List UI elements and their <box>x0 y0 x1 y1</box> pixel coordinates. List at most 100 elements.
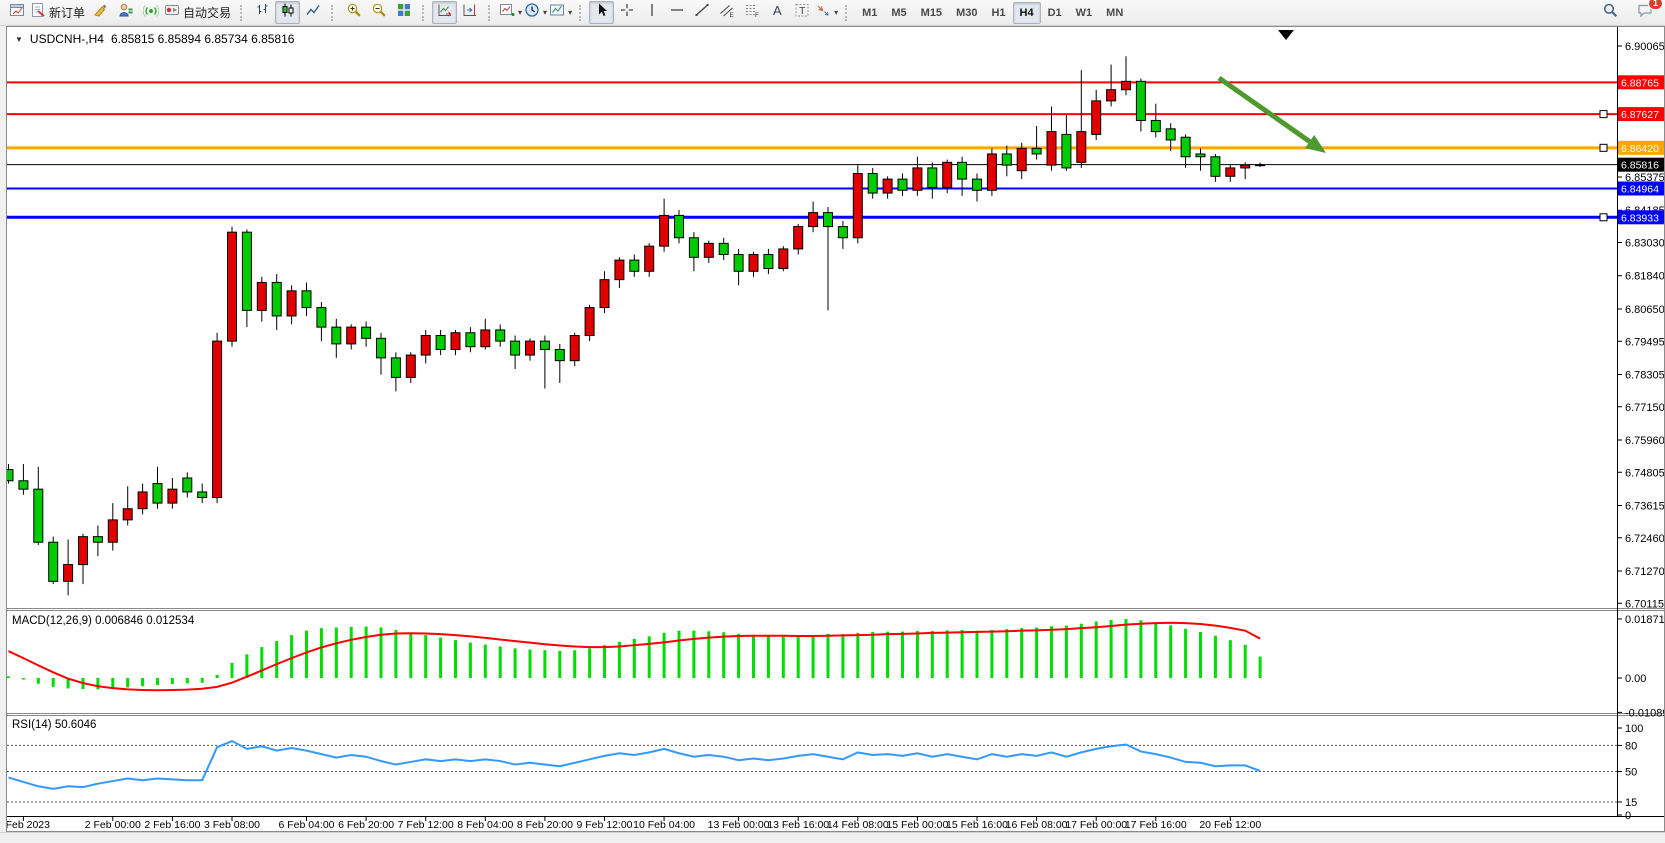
macd-histogram-bar <box>245 654 249 678</box>
timeframe-w1-button[interactable]: W1 <box>1075 6 1093 19</box>
candle-body <box>331 326 342 345</box>
macd-histogram-bar <box>1079 623 1083 678</box>
line-handle[interactable] <box>1599 213 1608 222</box>
horizontal-line-button[interactable] <box>664 1 689 24</box>
line-handle[interactable] <box>1599 110 1608 119</box>
candle-body <box>271 281 282 317</box>
text-button[interactable]: A <box>764 1 789 24</box>
rsi-plot-area[interactable] <box>7 715 1617 816</box>
level-price-label-box <box>1618 75 1665 90</box>
new-order-button[interactable]: 新订单 <box>29 1 88 24</box>
timeframe-m1-button[interactable]: M1 <box>862 6 878 19</box>
trendline-icon <box>694 2 710 23</box>
date-axis[interactable]: 1 Feb 2023 2 Feb 00:002 Feb 16:00 3 Feb 08… <box>0 816 1261 831</box>
zoom-out-button[interactable] <box>366 1 391 24</box>
toolbar-grip[interactable] <box>331 4 337 21</box>
candle-body <box>927 167 938 188</box>
price-tick-label: 6.70115 <box>1625 598 1664 610</box>
macd-histogram-bar <box>1169 625 1173 678</box>
macd-histogram-bar <box>379 627 383 678</box>
line-chart-button[interactable] <box>300 1 325 24</box>
text-label-button[interactable]: T <box>789 1 814 24</box>
date-tick-label: 13 Feb 16:00 <box>767 819 829 831</box>
candle-body <box>33 488 44 543</box>
zoom-in-button[interactable] <box>341 1 366 24</box>
macd-histogram-bar <box>1199 631 1202 678</box>
vertical-line-button[interactable] <box>639 1 664 24</box>
macd-histogram-bar <box>275 641 279 678</box>
macd-histogram-bar <box>856 632 860 678</box>
chat-button[interactable]: 1 <box>1632 0 1663 24</box>
rsi-tick-label: 50 <box>1625 767 1637 779</box>
candle-body <box>703 242 714 258</box>
toolbar-group <box>236 0 327 26</box>
macd-tick-label: 0.00 <box>1625 673 1646 685</box>
macd-histogram-bar <box>305 630 308 678</box>
tile-windows-button[interactable] <box>391 1 416 24</box>
toolbar-group <box>327 0 418 26</box>
candle-body <box>197 491 208 499</box>
styler-brush-button[interactable] <box>88 1 113 24</box>
toolbar-grip[interactable] <box>488 4 494 21</box>
periods-button[interactable]: ▾ <box>523 1 548 24</box>
trend-arrow-annotation[interactable] <box>1217 75 1326 153</box>
price-tick-label: 6.75960 <box>1625 435 1664 447</box>
rsi-tick-label: 80 <box>1625 740 1637 752</box>
toolbar-grip[interactable] <box>422 4 428 21</box>
fibonacci-button[interactable]: F <box>739 1 764 24</box>
candle-body <box>212 340 223 499</box>
new-chart-window-button[interactable] <box>4 1 29 24</box>
equidistant-channel-icon: E <box>719 2 735 23</box>
timeframe-h4-button[interactable]: H4 <box>1012 1 1041 24</box>
candlestick-chart-button[interactable] <box>275 1 301 24</box>
candle-body <box>748 254 759 272</box>
candle-body <box>1091 100 1102 135</box>
svg-text:T: T <box>799 6 805 17</box>
chart-canvas[interactable]: MACD(12,26,9) 0.006846 0.012534 RSI(14) 5… <box>0 27 1665 831</box>
new-chart-window-icon <box>9 2 25 23</box>
timeframe-m15-button[interactable]: M15 <box>920 6 943 19</box>
price-axis[interactable]: 6.900656.853756.841856.830306.818406.806… <box>7 27 1665 822</box>
rsi-label: RSI(14) 50.6046 <box>12 719 96 731</box>
chart-shift-icon <box>462 2 478 23</box>
search-button[interactable] <box>1597 1 1622 24</box>
new-chart-button[interactable]: ▾ <box>498 1 523 24</box>
templates-button[interactable]: ▾ <box>548 1 573 24</box>
macd-indicator: MACD(12,26,9) 0.006846 0.012534 <box>7 615 1262 692</box>
timeframe-h1-button[interactable]: H1 <box>991 6 1006 19</box>
macd-histogram-bar <box>1154 622 1158 678</box>
toolbar-grip[interactable] <box>845 4 851 21</box>
line-chart-icon <box>305 2 321 23</box>
svg-text:E: E <box>729 12 734 18</box>
trendline-button[interactable] <box>689 1 714 24</box>
equidistant-channel-button[interactable]: E <box>714 1 739 24</box>
level-price-label: 6.88765 <box>1621 77 1659 89</box>
chart-shift-button[interactable] <box>457 1 482 24</box>
timeframe-d1-button[interactable]: D1 <box>1047 6 1062 19</box>
candlestick-series <box>3 56 1266 596</box>
timeframe-m30-button[interactable]: M30 <box>956 6 978 19</box>
signals-button[interactable] <box>138 1 163 24</box>
cursor-button[interactable] <box>589 1 615 24</box>
crosshair-button[interactable] <box>614 1 639 24</box>
collapse-chart-icon[interactable]: ▼ <box>15 34 23 44</box>
arrows-button[interactable]: ▾ <box>814 1 839 24</box>
macd-histogram-bar <box>200 678 204 683</box>
candle-body <box>78 536 88 566</box>
autotrading-button[interactable]: 自动交易 <box>163 1 234 24</box>
market-watch-button[interactable] <box>113 1 138 24</box>
macd-histogram-bar <box>439 637 443 678</box>
candle-body <box>837 226 848 239</box>
macd-histogram-bar <box>945 630 949 678</box>
toolbar-grip[interactable] <box>240 4 246 21</box>
line-handle[interactable] <box>1599 143 1608 152</box>
timeframe-m5-button[interactable]: M5 <box>891 6 907 19</box>
bar-chart-button[interactable] <box>250 1 275 24</box>
date-tick-label: 17 Feb 00:00 <box>1065 819 1127 831</box>
timeframe-mn-button[interactable]: MN <box>1106 6 1124 19</box>
toolbar-grip[interactable] <box>579 4 585 21</box>
auto-scroll-button[interactable] <box>432 1 458 24</box>
macd-histogram-bar <box>707 631 711 678</box>
macd-histogram-bar <box>826 633 830 678</box>
main-chart-plot-area[interactable] <box>7 27 1617 608</box>
